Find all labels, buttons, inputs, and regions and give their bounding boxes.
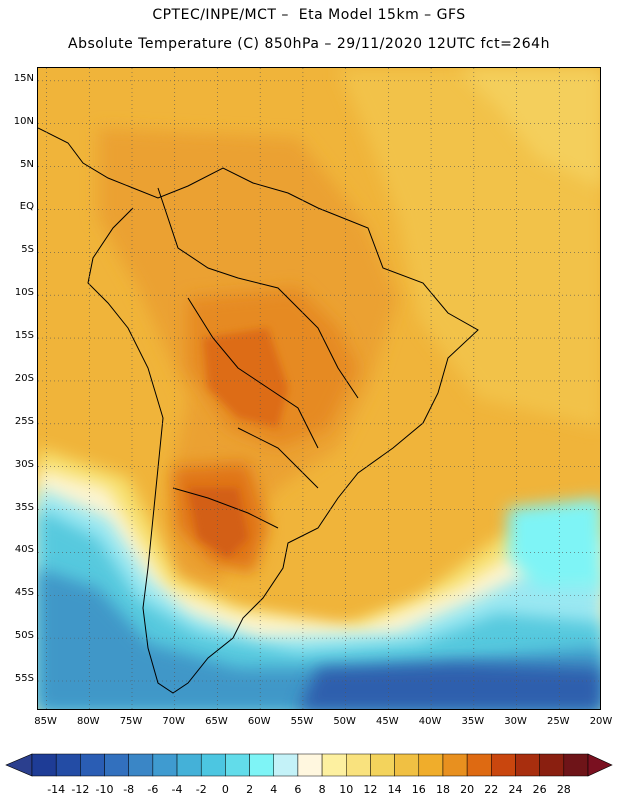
colorbar-swatch: [152, 753, 178, 777]
field-cold-deepest: [298, 663, 600, 709]
latitude-tick-label: EQ: [19, 201, 34, 213]
colorbar-tick-label: 2: [246, 783, 254, 796]
colorbar-tick-label: 22: [484, 783, 499, 796]
field-hot-core-2: [203, 328, 288, 428]
colorbar-swatch: [442, 753, 468, 777]
coastlines: [38, 127, 479, 694]
longitude-tick-label: 45W: [376, 716, 399, 727]
latitude-tick-label: 15N: [13, 72, 34, 84]
colorbar-swatch: [491, 753, 516, 777]
colorbar-tick-label: -12: [71, 783, 90, 796]
colorbar-swatch: [346, 753, 371, 777]
latitude-tick-label: 20S: [14, 372, 34, 384]
colorbar-tick-label: 0: [221, 783, 229, 796]
longitude-tick-label: 40W: [418, 716, 442, 727]
colorbar-swatch: [273, 753, 299, 777]
colorbar-swatch: [128, 753, 154, 777]
field-ne-band: [458, 68, 600, 188]
latitude-tick-label: 30S: [14, 458, 34, 470]
latitude-tick-label: 55S: [14, 672, 34, 684]
colorbar-swatch: [80, 753, 105, 777]
colorbar-swatch: [563, 753, 589, 777]
latitude-tick-label: 15S: [14, 330, 34, 342]
colorbar-swatch: [249, 753, 274, 777]
latitude-tick-label: 35S: [14, 501, 34, 513]
colorbar-tick-label: 10: [339, 783, 354, 796]
colorbar-swatch: [55, 753, 81, 777]
colorbar-tick-label: 16: [411, 783, 426, 796]
colorbar-tick-label: 4: [270, 783, 278, 796]
colorbar-tick-label: -2: [195, 783, 207, 796]
colorbar-tick-label: -8: [123, 783, 135, 796]
colorbar-swatch: [370, 753, 395, 777]
longitude-tick-label: 60W: [247, 716, 271, 727]
field-cyan-pocket: [508, 498, 600, 588]
colorbar-swatch: [200, 753, 226, 777]
colorbar-swatch: [176, 753, 202, 777]
colorbar-swatch: [225, 753, 250, 777]
title-line-1: CPTEC/INPE/MCT – Eta Model 15km – GFS: [152, 7, 466, 23]
latitude-tick-label: 10S: [14, 287, 34, 299]
longitude-tick-label: 35W: [461, 716, 485, 727]
colorbar-tick-label: 20: [460, 783, 475, 796]
longitude-tick-label: 20W: [589, 716, 613, 727]
colorbar-tick-label: -4: [171, 783, 183, 796]
colorbar-swatch: [539, 753, 565, 777]
latitude-tick-label: 5S: [21, 244, 34, 256]
longitude-tick-label: 80W: [76, 716, 100, 727]
longitude-tick-label: 65W: [205, 716, 228, 727]
colorbar-swatch: [394, 753, 420, 777]
colorbar-tick-label: 26: [532, 783, 547, 796]
colorbar-swatch: [418, 753, 444, 777]
temperature-map: [38, 68, 600, 709]
longitude-tick-label: 75W: [119, 716, 143, 727]
latitude-tick-label: 50S: [14, 630, 34, 642]
colorbar-tick-label: 6: [294, 783, 302, 796]
latitude-tick-label: 25S: [14, 415, 34, 427]
title-line-2: Absolute Temperature (C) 850hPa – 29/11/…: [68, 36, 550, 52]
colorbar-tick-label: 14: [387, 783, 402, 796]
colorbar-tick-label: 18: [435, 783, 450, 796]
colorbar-under-arrow: [5, 753, 33, 777]
colorbar-tick-label: -10: [95, 783, 114, 796]
map-panel[interactable]: [37, 67, 601, 710]
longitude-tick-label: 30W: [504, 716, 527, 727]
latitude-tick-label: 40S: [14, 544, 34, 556]
colorbar-over-arrow: [587, 753, 613, 777]
latitude-tick-label: 5N: [20, 158, 34, 170]
longitude-tick-label: 50W: [333, 716, 356, 727]
colorbar-tick-label: 8: [318, 783, 326, 796]
latitude-tick-label: 10N: [13, 115, 34, 127]
colorbar-swatch: [321, 753, 347, 777]
longitude-tick-label: 25W: [546, 716, 570, 727]
longitude-tick-label: 85W: [34, 716, 57, 727]
field-hot-core-4: [188, 488, 248, 558]
colorbar-tick-label: 12: [363, 783, 378, 796]
colorbar-tick-label: -14: [47, 783, 66, 796]
colorbar-swatch: [297, 753, 323, 777]
colorbar-swatch: [515, 753, 540, 777]
colorbar-swatch: [31, 753, 57, 777]
colorbar-swatch: [466, 753, 492, 777]
colorbar-swatch: [104, 753, 129, 777]
field-warm-ocean: [338, 68, 600, 428]
colorbar-tick-label: 24: [508, 783, 523, 796]
colorbar: [5, 753, 613, 777]
colorbar-tick-label: -6: [147, 783, 159, 796]
longitude-tick-label: 55W: [290, 716, 314, 727]
longitude-tick-label: 70W: [162, 716, 186, 727]
latitude-tick-label: 45S: [14, 587, 34, 599]
colorbar-tick-label: 28: [556, 783, 571, 796]
